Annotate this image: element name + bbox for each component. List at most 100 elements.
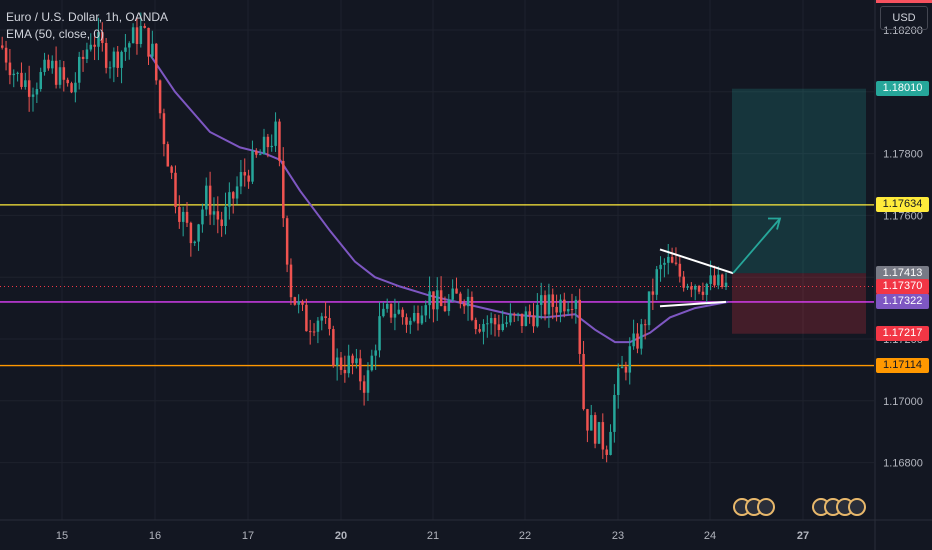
candle <box>74 72 77 103</box>
candle <box>647 291 651 331</box>
indicator-title[interactable]: EMA (50, close, 0) <box>6 27 105 41</box>
loss-zone <box>732 273 866 334</box>
candle <box>694 284 697 301</box>
candle <box>174 165 177 214</box>
candle <box>474 317 478 335</box>
candle <box>543 290 547 321</box>
candle <box>386 298 389 313</box>
y-tick-label: 1.16800 <box>883 458 923 470</box>
candle <box>181 206 185 237</box>
candle <box>501 310 504 332</box>
candle <box>131 23 135 44</box>
candle <box>366 362 370 401</box>
candle <box>66 77 69 87</box>
candle <box>309 319 312 345</box>
candles <box>1 12 728 463</box>
candle <box>670 247 674 264</box>
candle <box>155 42 158 85</box>
candle <box>590 404 593 431</box>
candle <box>686 283 689 291</box>
candle <box>582 340 585 411</box>
x-tick-label: 17 <box>242 530 254 542</box>
candle <box>359 349 362 391</box>
candle <box>104 38 108 74</box>
candle <box>97 17 100 61</box>
candle <box>247 169 250 189</box>
candle <box>239 159 243 195</box>
price-tag-resistance: 1.17634 <box>876 197 929 213</box>
y-tick-label: 1.18200 <box>883 25 923 37</box>
candle <box>701 282 705 300</box>
candle <box>232 190 235 214</box>
candle <box>347 344 350 378</box>
economic-event-icon[interactable] <box>848 498 866 516</box>
candle <box>193 240 196 246</box>
candle <box>378 301 381 358</box>
drawings <box>659 217 782 308</box>
candle <box>343 355 347 383</box>
candle <box>497 314 501 337</box>
candle <box>243 158 247 187</box>
candle <box>416 305 420 331</box>
price-tag-support: 1.17114 <box>876 358 929 374</box>
y-tick-label: 1.17000 <box>883 396 923 408</box>
candle <box>559 294 562 323</box>
candle <box>51 55 54 74</box>
candle <box>628 337 632 385</box>
candle <box>432 291 435 323</box>
target-arrow-head <box>768 217 782 230</box>
candle <box>324 301 327 324</box>
candle <box>220 211 223 237</box>
candle <box>12 69 16 88</box>
candle <box>270 134 273 152</box>
candle <box>674 247 678 266</box>
candle <box>85 42 89 64</box>
candle <box>47 54 50 71</box>
candle <box>89 33 93 52</box>
currency-button[interactable]: USD <box>880 6 928 30</box>
candle <box>316 317 320 344</box>
target-arrow <box>732 217 781 274</box>
candle <box>551 288 555 320</box>
candle <box>62 61 66 92</box>
candle <box>20 62 23 90</box>
candle <box>166 141 170 167</box>
candle <box>139 12 143 48</box>
candle <box>563 292 566 318</box>
candle <box>617 363 620 409</box>
x-tick-label: 16 <box>149 530 161 542</box>
candle <box>424 300 427 323</box>
candle <box>251 140 254 185</box>
candle <box>274 112 277 152</box>
candle <box>389 303 393 324</box>
candle <box>54 46 58 89</box>
candle <box>601 413 605 459</box>
candle <box>135 16 139 55</box>
candle <box>162 108 166 157</box>
candle <box>397 301 401 315</box>
candle <box>339 352 343 375</box>
candle <box>439 276 443 307</box>
candle <box>124 34 127 61</box>
triangle-lower-trendline <box>659 300 727 308</box>
candle <box>39 67 42 92</box>
candle <box>58 59 62 89</box>
candle <box>486 315 489 338</box>
candle <box>524 306 528 327</box>
candle <box>370 349 374 372</box>
candle <box>70 81 73 94</box>
candle <box>412 305 416 323</box>
candle <box>112 47 116 83</box>
candle <box>570 293 574 319</box>
candle <box>620 355 624 369</box>
price-tag-entry: 1.17413 <box>876 265 929 281</box>
economic-event-icon[interactable] <box>757 498 775 516</box>
candle <box>335 348 339 381</box>
candle <box>128 41 131 60</box>
candle <box>705 282 709 305</box>
candle <box>235 176 239 205</box>
candle <box>547 283 551 328</box>
price-tag-ema: 1.17322 <box>876 293 929 309</box>
symbol-title[interactable]: Euro / U.S. Dollar, 1h, OANDA <box>6 10 169 24</box>
